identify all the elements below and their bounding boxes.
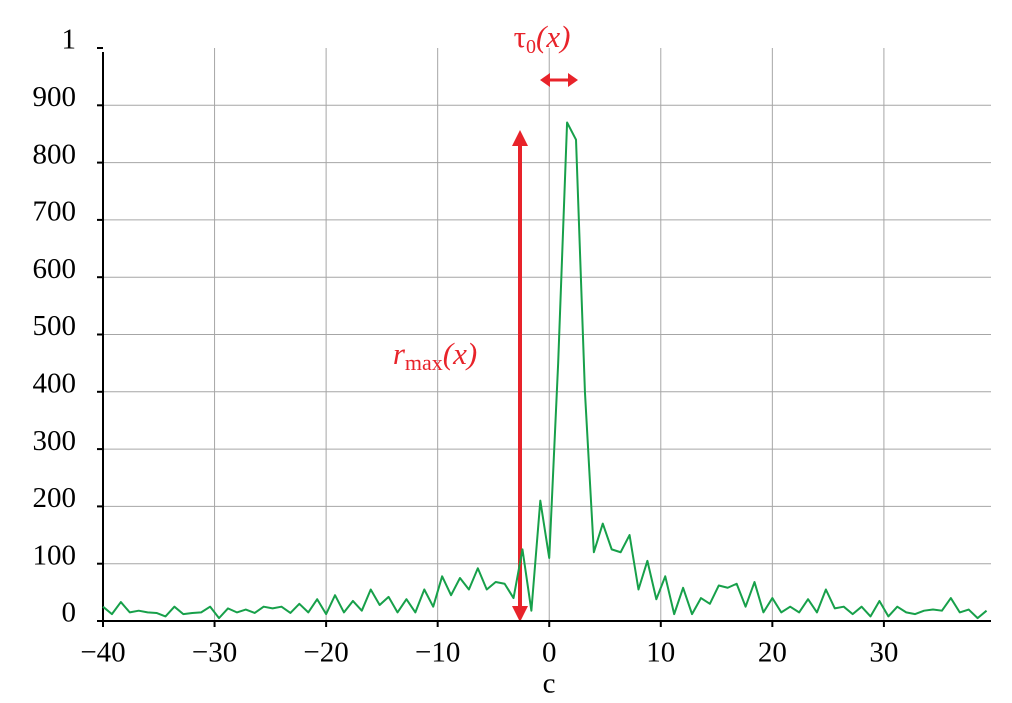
x-tick-label: 30 — [869, 637, 898, 669]
arrow-head — [512, 130, 528, 146]
y-tick-label: 300 — [33, 425, 77, 457]
arrow-head — [512, 606, 528, 622]
arrow-head — [540, 73, 550, 87]
y-tick-label: 400 — [33, 367, 77, 399]
y-tick-label: 1 — [62, 24, 77, 56]
x-tick-label: −40 — [80, 637, 125, 669]
x-tick-label: −10 — [415, 637, 460, 669]
y-tick-label: 500 — [33, 310, 77, 342]
y-tick-label: 0 — [62, 597, 77, 629]
x-tick-label: 10 — [646, 637, 675, 669]
tau-label: τ0(x) — [514, 19, 571, 57]
tau-annotation: τ0(x) — [514, 19, 578, 87]
y-tick-label: 600 — [33, 253, 77, 285]
x-tick-label: −20 — [303, 637, 348, 669]
rmax-label: rmax(x) — [393, 336, 477, 375]
x-tick-label: −30 — [192, 637, 237, 669]
y-tick-label: 900 — [33, 81, 77, 113]
y-tick-label: 800 — [33, 138, 77, 170]
y-tick-label: 100 — [33, 539, 77, 571]
x-tick-label: 20 — [758, 637, 787, 669]
data-line — [102, 121, 988, 620]
y-tick-label: 200 — [33, 482, 77, 514]
rmax-annotation: rmax(x) — [393, 130, 528, 622]
y-tick-label: 700 — [33, 196, 77, 228]
x-axis-label: c — [543, 668, 556, 700]
arrow-head — [568, 73, 578, 87]
x-tick-label: 0 — [542, 637, 557, 669]
